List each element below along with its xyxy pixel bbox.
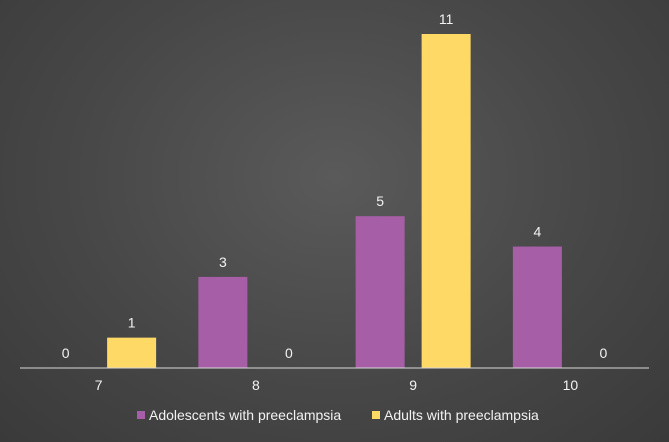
x-tick-labels: 7 8 9 10 [95, 377, 579, 393]
x-tick-label: 9 [409, 377, 417, 393]
legend-label: Adolescents with preeclampsia [149, 407, 341, 423]
legend-swatch [372, 411, 380, 419]
legend: Adolescents with preeclampsia Adults with… [137, 407, 539, 423]
bar-adolescents-10 [512, 246, 562, 368]
data-label: 3 [219, 254, 227, 270]
x-tick-label: 7 [95, 377, 103, 393]
x-tick-label: 10 [563, 377, 579, 393]
legend-label: Adults with preeclampsia [384, 407, 539, 423]
bar-adolescents-9 [355, 216, 405, 368]
data-labels-layer: 0 1 3 0 5 11 4 0 [62, 11, 608, 361]
bar-adolescents-8 [198, 276, 248, 368]
legend-item-adolescents: Adolescents with preeclampsia [137, 407, 341, 423]
x-tick-label: 8 [252, 377, 260, 393]
data-label: 0 [285, 345, 293, 361]
data-label: 0 [62, 345, 70, 361]
data-label: 11 [439, 11, 454, 27]
data-label: 5 [376, 193, 384, 209]
legend-swatch [137, 411, 145, 419]
bars-layer [107, 34, 562, 368]
bar-adults-7 [107, 337, 157, 368]
bar-adults-9 [421, 34, 471, 368]
data-label: 0 [599, 345, 607, 361]
data-label: 4 [533, 224, 541, 240]
data-label: 1 [128, 315, 136, 331]
legend-item-adults: Adults with preeclampsia [372, 407, 539, 423]
